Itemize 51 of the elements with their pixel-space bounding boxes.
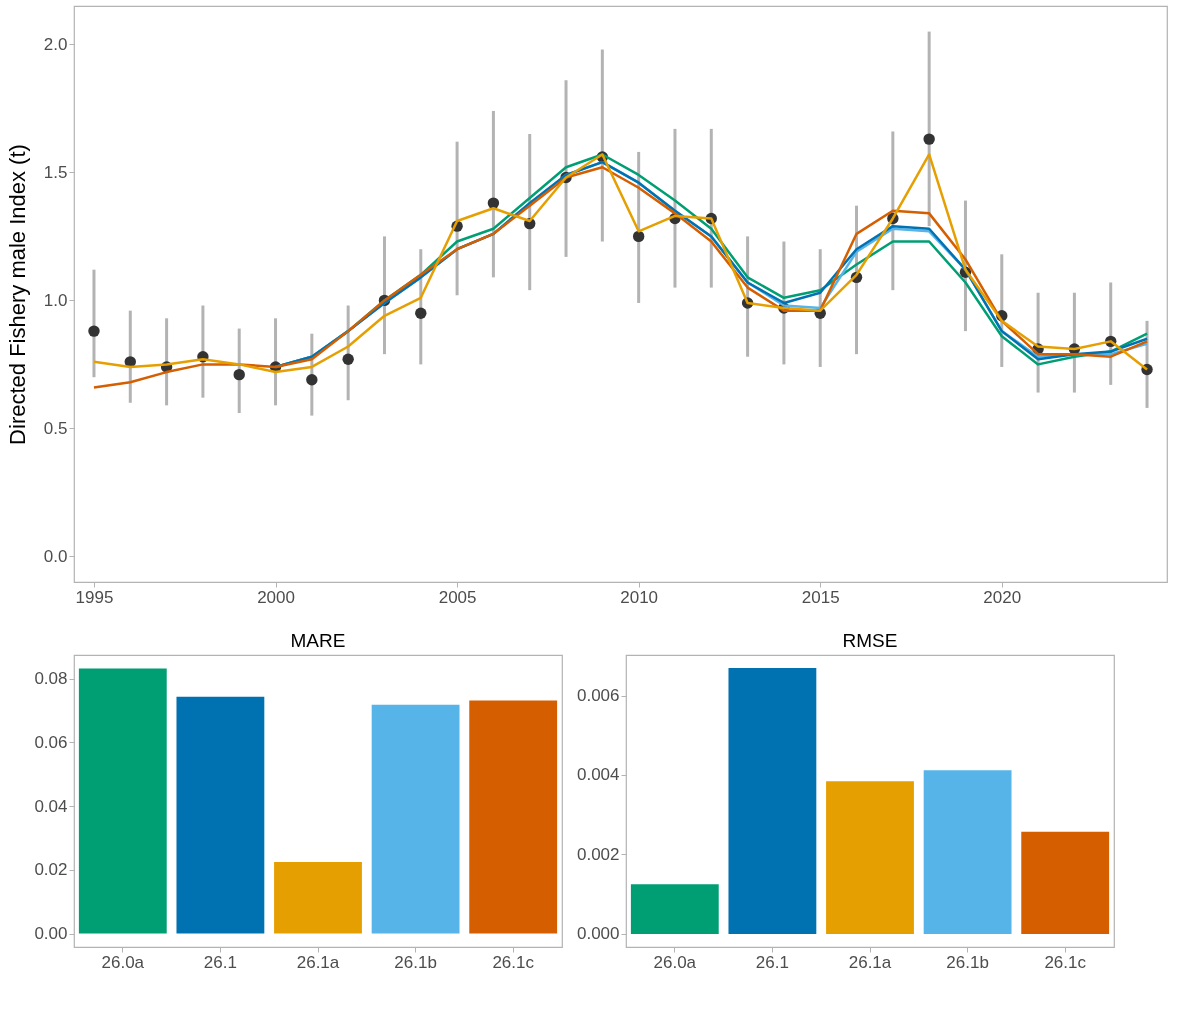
y-tick-label: 0.006 bbox=[576, 686, 620, 706]
bar bbox=[469, 700, 558, 934]
y-tick-label: 0.5 bbox=[43, 418, 68, 438]
point bbox=[233, 368, 245, 381]
y-tick-label: 1.5 bbox=[43, 162, 68, 182]
x-tick-label: 2015 bbox=[801, 587, 840, 607]
bar bbox=[78, 668, 167, 934]
bar bbox=[923, 770, 1012, 934]
x-tick-label: 26.1c bbox=[1044, 952, 1087, 972]
y-tick-label: 0.00 bbox=[34, 924, 68, 944]
x-tick-label: 2020 bbox=[983, 587, 1022, 607]
chart-title: RMSE bbox=[842, 630, 898, 651]
y-tick-label: 0.004 bbox=[576, 765, 620, 785]
point bbox=[923, 133, 935, 145]
x-tick-label: 2010 bbox=[620, 587, 659, 607]
bar bbox=[274, 861, 362, 934]
point bbox=[88, 325, 100, 337]
chart-title: MARE bbox=[290, 630, 346, 651]
point bbox=[306, 374, 318, 386]
y-tick-label: 0.04 bbox=[34, 796, 68, 816]
bar bbox=[826, 781, 914, 934]
bar bbox=[728, 668, 817, 934]
bar bbox=[630, 884, 719, 934]
point bbox=[632, 230, 645, 243]
x-tick-label: 26.1a bbox=[848, 952, 892, 972]
y-tick-label: 0.0 bbox=[43, 546, 68, 566]
y-tick-label: 1.0 bbox=[43, 290, 68, 310]
y-tick-label: 2.0 bbox=[43, 34, 68, 54]
x-tick-label: 2000 bbox=[257, 587, 295, 607]
x-tick-label: 26.1 bbox=[203, 952, 237, 972]
x-tick-label: 26.1 bbox=[755, 952, 789, 972]
point bbox=[342, 353, 354, 365]
x-tick-label: 26.1b bbox=[394, 952, 437, 972]
point bbox=[487, 197, 500, 209]
bar bbox=[176, 696, 265, 934]
bar bbox=[1021, 831, 1110, 934]
y-tick-label: 0.02 bbox=[34, 860, 68, 880]
y-tick-label: 0.08 bbox=[34, 669, 68, 689]
y-tick-label: 0.06 bbox=[34, 732, 68, 752]
x-tick-label: 26.1b bbox=[946, 952, 989, 972]
y-tick-label: 0.000 bbox=[576, 924, 620, 944]
x-tick-label: 2005 bbox=[438, 587, 477, 607]
x-tick-label: 1995 bbox=[75, 587, 114, 607]
x-tick-label: 26.1c bbox=[492, 952, 535, 972]
point bbox=[415, 307, 427, 319]
y-tick-label: 0.002 bbox=[576, 844, 620, 864]
bar bbox=[371, 704, 460, 934]
x-tick-label: 26.0a bbox=[101, 952, 145, 972]
x-tick-label: 26.1a bbox=[296, 952, 340, 972]
y-axis-title: Directed Fishery male Index (t) bbox=[4, 144, 30, 445]
x-tick-label: 26.0a bbox=[653, 952, 697, 972]
